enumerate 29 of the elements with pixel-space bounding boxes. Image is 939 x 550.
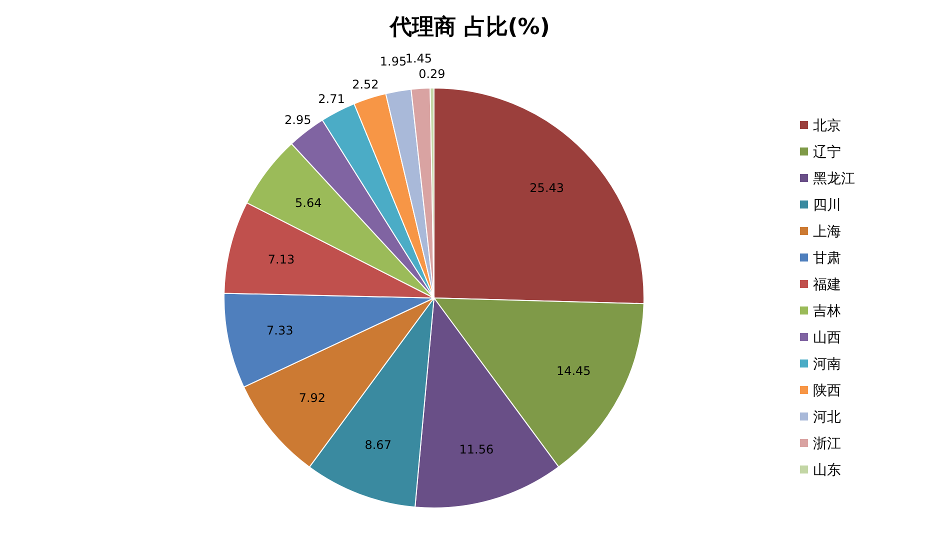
data-label: 0.29 <box>418 67 446 82</box>
legend-label: 福建 <box>813 277 841 293</box>
legend-label: 北京 <box>813 118 841 134</box>
data-label: 2.71 <box>318 92 345 106</box>
data-label: 8.67 <box>364 438 392 452</box>
data-label: 5.64 <box>295 196 322 210</box>
data-label: 7.13 <box>268 252 295 267</box>
legend-label: 山西 <box>813 330 841 346</box>
legend-label: 上海 <box>813 224 841 240</box>
legend-label: 山东 <box>813 462 841 478</box>
data-label: 25.43 <box>530 181 564 196</box>
legend-label: 河北 <box>813 410 841 426</box>
legend-label: 四川 <box>813 198 841 214</box>
data-label: 7.33 <box>266 323 294 338</box>
data-label: 2.52 <box>352 78 379 92</box>
data-label: 1.95 <box>380 54 407 68</box>
data-label: 7.92 <box>298 390 326 405</box>
data-label: 14.45 <box>556 364 591 378</box>
legend-label: 吉林 <box>813 304 841 320</box>
legend-label: 甘肃 <box>813 250 841 266</box>
legend-label: 浙江 <box>813 436 841 452</box>
legend-label: 辽宁 <box>813 144 841 160</box>
data-label: 11.56 <box>459 442 494 457</box>
chart-title: 代理商 占比(%) <box>389 14 550 40</box>
legend-label: 陕西 <box>813 383 841 399</box>
legend-label: 黑龙江 <box>813 171 855 187</box>
data-label: 2.95 <box>284 113 312 128</box>
legend-label: 河南 <box>813 356 841 372</box>
data-label: 1.45 <box>405 51 432 66</box>
